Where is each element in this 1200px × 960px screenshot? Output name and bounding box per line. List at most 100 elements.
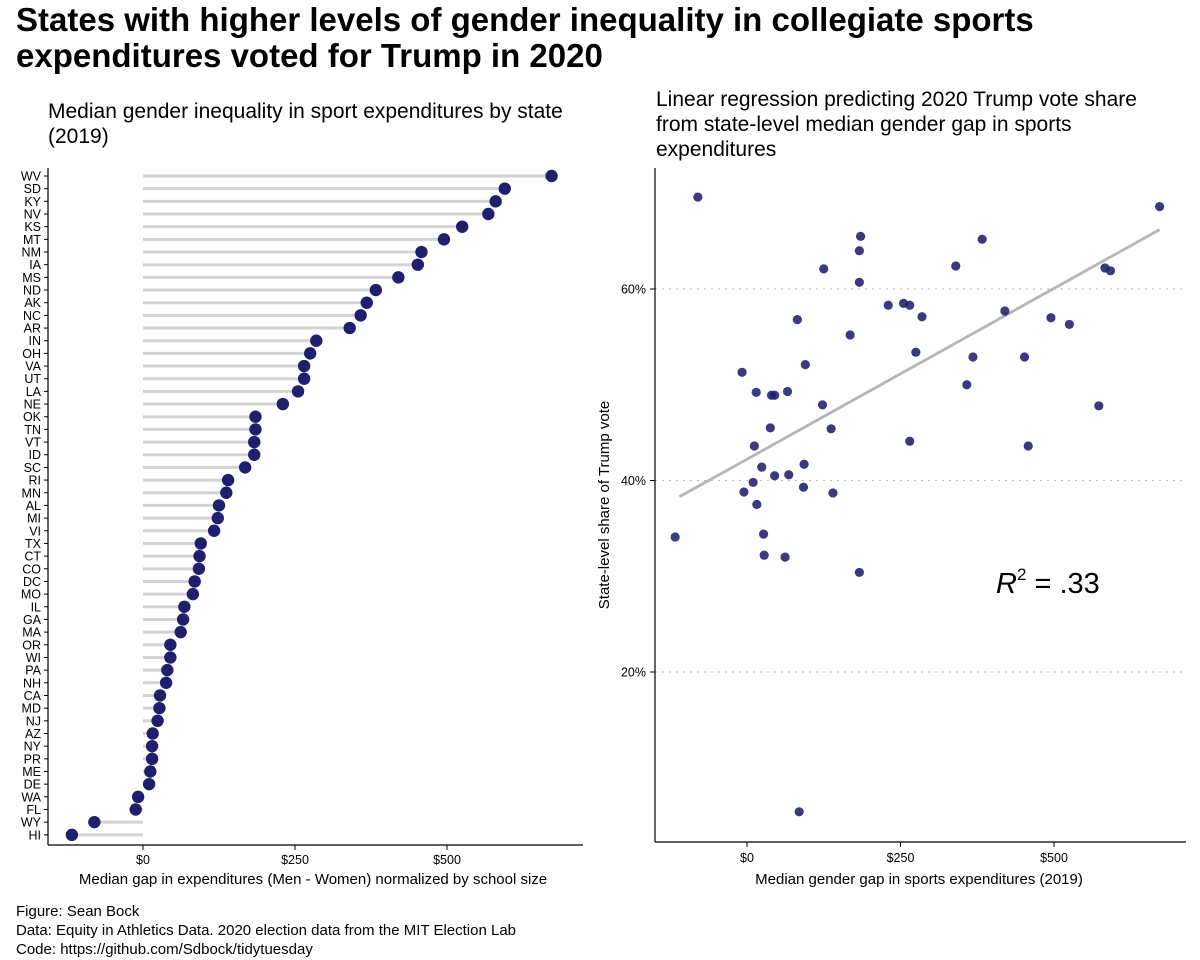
state-tick-label: OH [22, 347, 41, 361]
regression-fit-line [678, 228, 1161, 499]
lollipop-point [249, 423, 262, 436]
scatter-point [905, 436, 915, 446]
right-x-ticks: $0 $250 $500 [740, 842, 1068, 865]
state-tick-label: NV [24, 208, 42, 222]
lollipop-point [343, 321, 356, 335]
right-x-axis-label: Median gender gap in sports expenditures… [755, 871, 1083, 888]
state-tick-label: IA [29, 258, 41, 272]
state-tick-label: PR [24, 752, 41, 766]
state-tick-label: IN [29, 334, 42, 348]
scatter-point [765, 423, 775, 433]
state-tick-label: MD [22, 702, 41, 716]
lollipop-point [310, 334, 323, 347]
r-squared-value: = .33 [1026, 568, 1099, 600]
scatter-point [1046, 313, 1056, 323]
state-tick-label: RI [29, 474, 42, 488]
right-y-tick-label: 20% [621, 666, 646, 680]
right-y-ticks: 20% 40% 60% [621, 283, 655, 680]
scatter-point [782, 386, 793, 397]
scatter-point [794, 807, 804, 817]
state-tick-label: AK [24, 296, 41, 310]
state-tick-label: ID [29, 448, 42, 462]
state-tick-label: AL [26, 499, 41, 513]
lollipop-point [161, 663, 174, 677]
right-panel-title: Linear regression predicting 2020 Trump … [656, 88, 1137, 161]
scatter-point [819, 264, 829, 274]
r-squared-base: R [996, 568, 1017, 600]
lollipop-chart: WVSDKYNVKSMTNMIAMSNDAKNCARINOHVAUTLANEOK… [21, 168, 583, 888]
scatter-point [917, 312, 927, 322]
scatter-point [766, 390, 777, 400]
lollipop-point [151, 714, 164, 728]
state-tick-label: NJ [26, 714, 41, 728]
charts-canvas: WVSDKYNVKSMTNMIAMSNDAKNCARINOHVAUTLANEOK… [21, 168, 1186, 888]
state-tick-label: NH [23, 676, 41, 690]
state-tick-label: MO [21, 588, 41, 602]
lollipop-point [186, 587, 200, 601]
scatter-point [968, 352, 978, 362]
caption-data-source: Data: Equity in Athletics Data. 2020 ele… [16, 922, 517, 939]
scatter-point [800, 360, 810, 370]
state-tick-label: MT [23, 233, 41, 247]
right-x-tick-label: $0 [740, 851, 754, 865]
scatter-point [798, 482, 809, 492]
scatter-point [749, 441, 759, 451]
scatter-point [799, 459, 809, 469]
lollipop-point [221, 473, 235, 487]
state-tick-label: HI [29, 828, 42, 842]
lollipop-point [297, 372, 311, 385]
state-tick-label: MI [27, 512, 41, 526]
scatter-point [770, 471, 780, 481]
state-tick-label: VT [25, 436, 41, 450]
lollipop-point [411, 258, 425, 271]
scatter-point [828, 488, 838, 498]
lollipop-point [176, 613, 190, 626]
lollipop-point [129, 803, 142, 816]
left-x-axis-label: Median gap in expenditures (Men - Women)… [79, 871, 547, 888]
state-tick-label: NM [22, 246, 41, 260]
scatter-point [780, 552, 790, 562]
lollipop-point [415, 245, 428, 259]
lollipop-point [192, 562, 206, 575]
scatter-gridlines [655, 288, 1186, 673]
lollipop-point [144, 765, 157, 778]
left-x-tick-label: $0 [136, 853, 150, 867]
lollipop-point [194, 537, 207, 550]
state-tick-label: UT [24, 372, 41, 386]
scatter-point [977, 234, 987, 244]
state-tick-label: WI [26, 651, 41, 665]
state-tick-label: MN [22, 486, 41, 500]
lollipop-point [220, 486, 233, 499]
scatter-point [1019, 352, 1030, 362]
lollipop-point [291, 385, 305, 398]
scatter-points [670, 192, 1165, 817]
state-tick-label: CT [24, 550, 41, 564]
lollipop-point [65, 828, 79, 842]
scatter-point [1064, 319, 1074, 330]
lollipop-point [159, 676, 173, 689]
lollipop-point [392, 271, 405, 284]
lollipop-point [211, 511, 224, 525]
lollipop-point [212, 499, 226, 512]
scatter-point [739, 487, 749, 497]
lollipop-point [545, 169, 558, 183]
lollipop-point [498, 182, 511, 195]
scatter-point [751, 387, 761, 398]
lollipop-point [437, 233, 451, 246]
lollipop-point [153, 689, 167, 702]
state-tick-label: WV [21, 170, 42, 184]
state-tick-label: KY [24, 195, 41, 209]
state-tick-labels: WVSDKYNVKSMTNMIAMSNDAKNCARINOHVAUTLANEOK… [21, 170, 48, 842]
state-tick-label: NE [24, 398, 41, 412]
scatter-point [845, 330, 855, 340]
state-tick-label: SD [24, 182, 41, 196]
right-y-tick-label: 40% [621, 474, 646, 488]
state-tick-label: VA [25, 360, 41, 374]
state-tick-label: AR [24, 322, 41, 336]
chart-main-title: States with higher levels of gender ineq… [16, 1, 1034, 74]
scatter-point [737, 367, 747, 377]
lollipop-point [88, 815, 101, 829]
scatter-point [898, 298, 909, 308]
lollipop-points [65, 169, 558, 842]
state-tick-label: NC [23, 309, 41, 323]
